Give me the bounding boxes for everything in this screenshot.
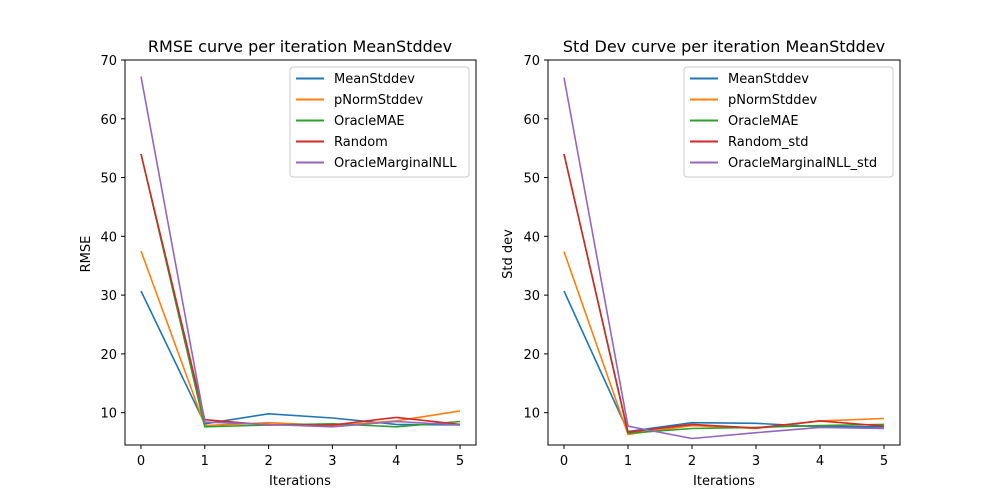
stddev-legend-label-random-std: Random_std	[728, 135, 808, 150]
stddev-plot-area: 0 1 2 3 4 5 10 20 30 40 50 60 70	[523, 54, 888, 469]
stddev-x-tick-label-4: 4	[816, 454, 824, 469]
rmse-y-axis-label: RMSE	[79, 236, 94, 273]
rmse-series-line-oraclemarginalnll	[140, 76, 461, 428]
rmse-series-line-meanstddev	[140, 290, 461, 426]
stddev-x-tick-label-0: 0	[560, 454, 568, 469]
rmse-legend-label-random: Random	[334, 135, 388, 150]
stddev-chart: Std Dev curve per iteration MeanStddev I…	[501, 37, 901, 489]
rmse-chart-title: RMSE curve per iteration MeanStddev	[148, 37, 452, 56]
rmse-x-tick-label-2: 2	[264, 454, 272, 469]
stddev-y-tick-label-50: 50	[523, 172, 540, 187]
rmse-legend-label-pnormstddev: pNormStddev	[334, 93, 424, 108]
stddev-legend-label-pnormstddev: pNormStddev	[728, 93, 818, 108]
rmse-legend-label-meanstddev: MeanStddev	[334, 72, 415, 87]
stddev-y-tick-label-70: 70	[523, 54, 540, 69]
stddev-series-line-oraclemarginalnll-std	[563, 77, 885, 440]
rmse-legend: MeanStddev pNormStddev OracleMAE Random …	[289, 66, 470, 178]
rmse-x-tick-label-5: 5	[456, 454, 464, 469]
stddev-y-axis-label: Std dev	[501, 229, 516, 279]
rmse-axes-frame	[124, 59, 477, 446]
stddev-y-tick-label-60: 60	[523, 113, 540, 128]
rmse-legend-label-oraclemarginalnll: OracleMarginalNLL	[334, 156, 457, 171]
stddev-series-line-pnormstddev	[563, 251, 885, 436]
stddev-x-tick-label-3: 3	[752, 454, 760, 469]
stddev-legend-label-oraclemae: OracleMAE	[728, 114, 799, 129]
stddev-axes-frame	[547, 59, 901, 446]
stddev-y-tick-label-10: 10	[523, 407, 540, 422]
rmse-x-axis-label: Iterations	[269, 474, 331, 489]
rmse-legend-box	[289, 66, 470, 178]
rmse-y-tick-label-30: 30	[100, 289, 117, 304]
stddev-x-tick-label-1: 1	[624, 454, 632, 469]
rmse-x-tick-label-1: 1	[201, 454, 209, 469]
stddev-legend-label-oraclemarginalnll-std: OracleMarginalNLL_std	[728, 156, 877, 171]
stddev-legend-box	[683, 66, 894, 178]
rmse-y-tick-label-70: 70	[100, 54, 117, 69]
rmse-y-tick-label-60: 60	[100, 113, 117, 128]
rmse-y-tick-label-40: 40	[100, 230, 117, 245]
rmse-plot-area: 0 1 2 3 4 5 10 20 30 40 50 60 70	[100, 54, 464, 469]
rmse-y-tick-label-50: 50	[100, 172, 117, 187]
stddev-series-line-random-std	[563, 153, 885, 433]
rmse-y-tick-label-10: 10	[100, 407, 117, 422]
rmse-chart: RMSE curve per iteration MeanStddev Iter…	[79, 37, 477, 489]
stddev-y-tick-label-40: 40	[523, 230, 540, 245]
rmse-x-tick-label-3: 3	[328, 454, 336, 469]
rmse-x-tick-label-4: 4	[392, 454, 400, 469]
stddev-chart-title: Std Dev curve per iteration MeanStddev	[563, 37, 885, 56]
rmse-y-tick-label-20: 20	[100, 348, 117, 363]
rmse-legend-label-oraclemae: OracleMAE	[334, 114, 405, 129]
stddev-x-tick-label-2: 2	[688, 454, 696, 469]
stddev-y-tick-label-20: 20	[523, 348, 540, 363]
stddev-legend: MeanStddev pNormStddev OracleMAE Random_…	[683, 66, 894, 178]
rmse-x-tick-label-0: 0	[137, 454, 145, 469]
stddev-legend-label-meanstddev: MeanStddev	[728, 72, 809, 87]
stddev-x-tick-label-5: 5	[880, 454, 888, 469]
stddev-x-axis-label: Iterations	[693, 474, 755, 489]
stddev-y-tick-label-30: 30	[523, 289, 540, 304]
